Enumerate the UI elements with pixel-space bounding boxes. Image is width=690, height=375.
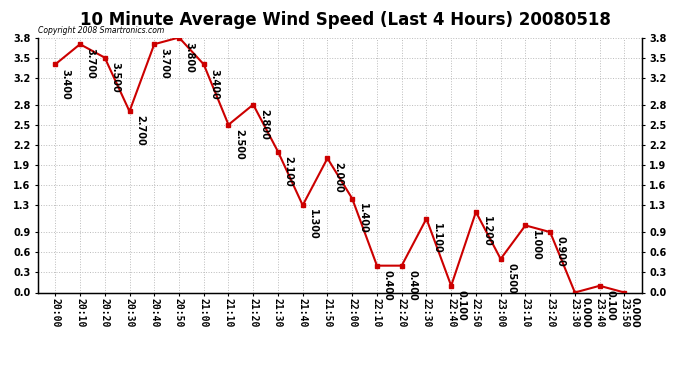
Text: 1.400: 1.400 [357, 203, 368, 234]
Text: 0.500: 0.500 [506, 263, 516, 294]
Text: 1.300: 1.300 [308, 209, 318, 240]
Text: 0.100: 0.100 [457, 290, 466, 321]
Text: 2.800: 2.800 [259, 109, 269, 140]
Text: 3.500: 3.500 [110, 62, 120, 93]
Text: 0.000: 0.000 [580, 297, 591, 327]
Text: 2.100: 2.100 [284, 156, 293, 186]
Text: 3.700: 3.700 [86, 48, 96, 79]
Text: 0.900: 0.900 [555, 236, 566, 267]
Text: 3.400: 3.400 [209, 69, 219, 99]
Text: 3.400: 3.400 [61, 69, 71, 99]
Text: 3.700: 3.700 [160, 48, 170, 79]
Text: 0.400: 0.400 [382, 270, 393, 301]
Text: 1.100: 1.100 [432, 223, 442, 254]
Text: 1.000: 1.000 [531, 230, 541, 260]
Text: 0.400: 0.400 [407, 270, 417, 301]
Text: 0.000: 0.000 [630, 297, 640, 327]
Text: 2.500: 2.500 [234, 129, 244, 160]
Text: 10 Minute Average Wind Speed (Last 4 Hours) 20080518: 10 Minute Average Wind Speed (Last 4 Hou… [79, 11, 611, 29]
Text: 2.000: 2.000 [333, 162, 343, 193]
Text: 3.800: 3.800 [184, 42, 195, 72]
Text: 2.700: 2.700 [135, 116, 145, 146]
Text: Copyright 2008 Smartronics.com: Copyright 2008 Smartronics.com [38, 26, 164, 35]
Text: 0.100: 0.100 [605, 290, 615, 321]
Text: 1.200: 1.200 [482, 216, 491, 247]
